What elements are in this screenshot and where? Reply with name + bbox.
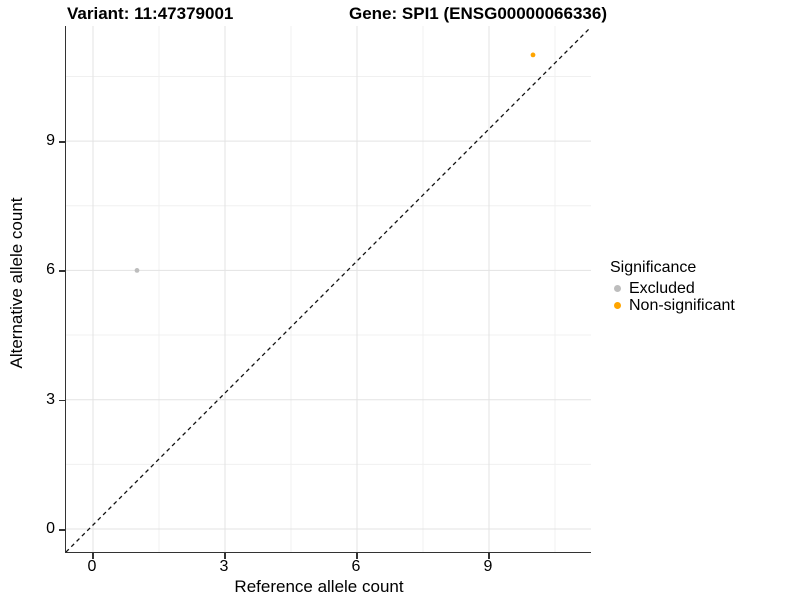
legend-item-excluded: Excluded xyxy=(610,280,735,297)
y-axis-tick xyxy=(59,529,65,531)
legend-title: Significance xyxy=(610,259,697,276)
data-point-excluded xyxy=(134,268,140,273)
x-axis-tick-label: 9 xyxy=(483,558,493,575)
legend-label: Non-significant xyxy=(629,296,735,314)
y-axis-tick-label: 0 xyxy=(46,520,55,537)
y-axis-tick-label: 3 xyxy=(46,390,55,408)
x-axis-tick xyxy=(356,553,358,559)
y-axis-tick-label: 6 xyxy=(46,261,55,279)
plot-area-svg xyxy=(66,26,591,552)
y-axis-tick-label: 9 xyxy=(46,132,55,150)
plot-panel xyxy=(65,26,591,553)
x-axis-tick-label: 6 xyxy=(351,558,361,575)
non-significant-dot-icon xyxy=(614,302,621,309)
variant-title: Variant: 11:47379001 xyxy=(67,4,234,23)
identity-reference-line xyxy=(66,26,591,552)
gene-title: Gene: SPI1 (ENSG00000066336) xyxy=(349,4,607,23)
y-axis-title: Alternative allele count xyxy=(7,197,26,369)
legend-label: Excluded xyxy=(629,279,695,297)
data-point-non-significant xyxy=(530,52,536,58)
y-axis-tick xyxy=(59,399,65,402)
x-axis-tick-label: 0 xyxy=(87,558,97,575)
y-axis-tick xyxy=(59,141,65,143)
x-axis-tick xyxy=(92,553,94,559)
x-axis-tick-label: 3 xyxy=(219,558,229,575)
x-axis-title: Reference allele count xyxy=(234,577,404,596)
y-axis-tick xyxy=(59,270,65,272)
legend-item-non-significant: Non-significant xyxy=(610,297,735,314)
excluded-dot-icon xyxy=(614,285,621,292)
x-axis-tick xyxy=(224,553,226,559)
x-axis-tick xyxy=(488,553,490,559)
legend: Significance Excluded Non-significant xyxy=(610,259,735,314)
